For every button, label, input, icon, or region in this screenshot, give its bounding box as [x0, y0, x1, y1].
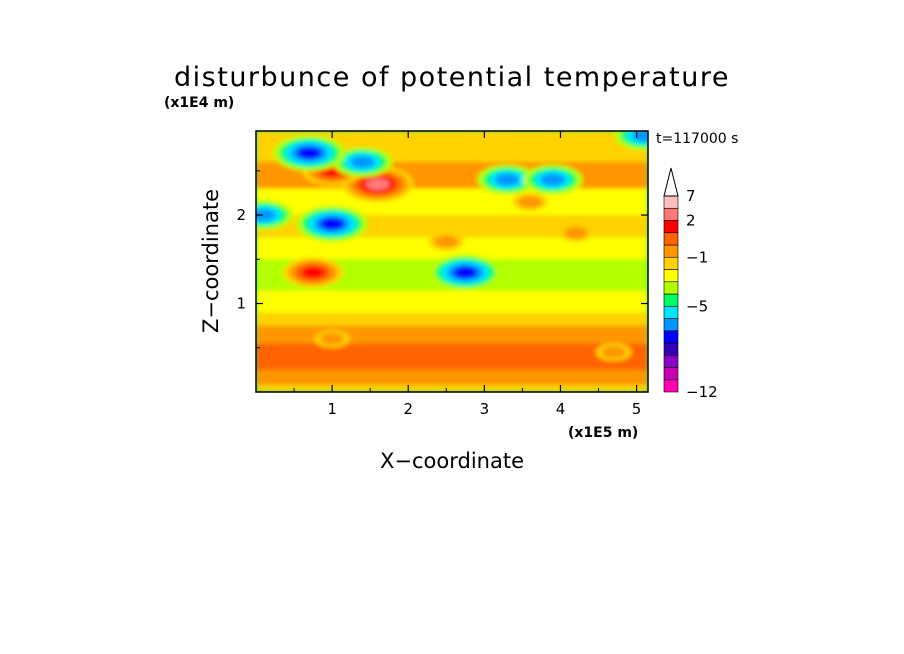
- contour-feature: [495, 173, 520, 186]
- colorbar-swatch: [663, 281, 679, 295]
- colorbar-swatch: [663, 269, 679, 283]
- plot-frame: [255, 130, 649, 393]
- contour-feature: [434, 235, 459, 248]
- y-axis-label: Z−coordinate: [199, 189, 223, 333]
- contour-feature: [301, 266, 326, 279]
- contour-feature: [365, 178, 390, 191]
- contour-feature: [563, 226, 588, 239]
- colorbar-swatch: [663, 342, 679, 356]
- y-tick-label: 2: [236, 206, 246, 224]
- colorbar-tick-label: −12: [686, 383, 718, 401]
- colorbar-swatch: [663, 207, 679, 221]
- x-tick-label: 3: [480, 400, 490, 418]
- colorbar-swatch: [663, 220, 679, 234]
- colorbar-swatch: [663, 244, 679, 258]
- contour-feature: [320, 217, 345, 230]
- colorbar-tick-label: −1: [686, 248, 708, 266]
- contour-feature: [518, 195, 543, 208]
- x-tick-label: 1: [327, 400, 337, 418]
- y-unit-label: (x1E4 m): [164, 95, 234, 111]
- colorbar: 7 2 −1 −5 −12: [663, 167, 718, 401]
- colorbar-swatch: [663, 293, 679, 307]
- contour-feature: [601, 346, 626, 359]
- x-tick-label: 4: [556, 400, 566, 418]
- colorbar-swatch: [663, 367, 679, 381]
- contour-feature: [297, 147, 322, 160]
- colorbar-extend-arrow: [663, 167, 679, 197]
- colorbar-swatch: [663, 305, 679, 319]
- colorbar-tick-label: −5: [686, 297, 708, 315]
- contour-feature: [256, 209, 276, 222]
- contour-feature: [540, 173, 565, 186]
- contour-plot-area: [256, 131, 648, 392]
- colorbar-swatch: [663, 379, 679, 393]
- colorbar-swatch: [663, 195, 679, 209]
- chart-title: disturbunce of potential temperature: [174, 62, 730, 93]
- x-tick-label: 5: [632, 400, 642, 418]
- colorbar-swatch: [663, 256, 679, 270]
- colorbar-swatch: [663, 354, 679, 368]
- colorbar-swatch: [663, 232, 679, 246]
- x-unit-label: (x1E5 m): [568, 425, 638, 441]
- colorbar-tick-label: 2: [686, 212, 696, 230]
- y-tick-label: 1: [236, 295, 246, 313]
- x-tick-label: 2: [403, 400, 413, 418]
- contour-feature: [320, 332, 345, 345]
- x-axis-label: X−coordinate: [380, 449, 524, 473]
- colorbar-tick-label: 7: [686, 187, 696, 205]
- contour-feature: [453, 266, 478, 279]
- colorbar-swatch: [663, 330, 679, 344]
- colorbar-swatch: [663, 318, 679, 332]
- time-label: t=117000 s: [656, 131, 738, 147]
- contour-feature: [350, 155, 375, 168]
